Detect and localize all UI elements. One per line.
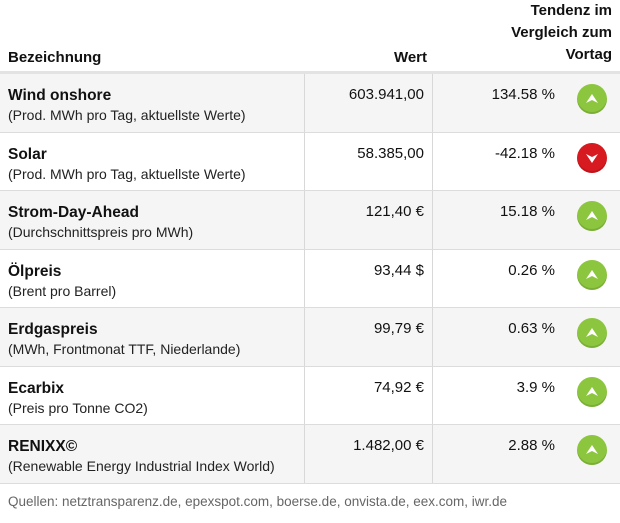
table-header: Bezeichnung Wert Tendenz im Vergleich zu… [0,0,620,74]
row-trend-cell [563,74,620,132]
row-name-cell: Strom-Day-Ahead (Durchschnittspreis pro M… [0,191,305,249]
row-value: 99,79 € [305,308,433,366]
row-value: 121,40 € [305,191,433,249]
arrow-up-icon [577,259,607,290]
row-description: (Renewable Energy Industrial Index World… [8,458,275,474]
arrow-up-icon [577,318,607,348]
row-name-cell: Ecarbix (Preis pro Tonne CO2) [0,366,305,424]
row-value: 74,92 € [305,366,433,424]
row-trend-cell [563,367,620,425]
row-name: RENIXX© [8,438,78,455]
row-name: Ölpreis [8,262,62,280]
row-name: Solar [8,145,47,163]
arrow-up-icon [577,376,607,407]
row-value: 93,44 $ [305,249,433,307]
row-description: (Prod. MWh pro Tag, aktuellste Werte) [8,165,246,182]
row-trend-cell [563,250,620,308]
header-value: Wert [393,49,427,66]
row-name-cell: RENIXX© (Renewable Energy Industrial Inde… [0,425,305,483]
row-name-cell: Ölpreis (Brent pro Barrel) [0,249,305,307]
row-name-cell: Solar (Prod. MWh pro Tag, aktuellste Wert… [0,132,305,190]
table-row: Ecarbix (Preis pro Tonne CO2) 74,92 € 3.9 % [0,366,620,425]
row-name: Ecarbix [8,379,65,397]
row-trend-cell [563,308,620,366]
arrow-up-icon [577,201,607,231]
row-value: 603.941,00 [305,74,433,132]
table-row: Strom-Day-Ahead (Durchschnittspreis pro M… [0,191,620,250]
row-value: 58.385,00 [305,132,433,190]
row-change-percent: 2.88 % [508,437,555,454]
row-change-percent: 3.9 % [516,378,555,396]
row-name: Erdgaspreis [8,321,98,338]
row-change-percent: 134.58 % [491,86,555,103]
row-value: 1.482,00 € [305,425,433,483]
table-row: Wind onshore (Prod. MWh pro Tag, aktuells… [0,74,620,133]
sources-footer: Quellen: netztransparenz.de, epexspot.co… [8,493,508,509]
arrow-up-icon [577,84,607,114]
row-change-percent: -42.18 % [494,144,555,162]
table-row: Ölpreis (Brent pro Barrel) 93,44 $ 0.26 % [0,249,620,308]
row-name: Strom-Day-Ahead [8,204,139,221]
row-change-percent: 15.18 % [499,203,555,220]
header-name: Bezeichnung [8,49,102,66]
table-row: Solar (Prod. MWh pro Tag, aktuellste Wert… [0,132,620,191]
header-trend: Tendenz im Vergleich zum Vortag [511,2,612,63]
row-trend-cell [563,133,620,191]
table-row: RENIXX© (Renewable Energy Industrial Inde… [0,425,620,484]
row-name-cell: Erdgaspreis (MWh, Frontmonat TTF, Niederl… [0,308,305,366]
row-description: (Durchschnittspreis pro MWh) [8,224,194,240]
table-row: Erdgaspreis (MWh, Frontmonat TTF, Niederl… [0,308,620,367]
arrow-up-icon [577,435,607,465]
row-description: (Preis pro Tonne CO2) [8,399,148,416]
row-trend-cell [563,425,620,483]
table-body: Wind onshore (Prod. MWh pro Tag, aktuells… [0,74,620,484]
row-name: Wind onshore [8,87,112,104]
arrow-down-icon [577,142,607,173]
row-change-percent: 0.26 % [508,261,555,279]
energy-price-table: Bezeichnung Wert Tendenz im Vergleich zu… [0,0,620,484]
row-description: (Brent pro Barrel) [8,282,117,299]
row-name-cell: Wind onshore (Prod. MWh pro Tag, aktuells… [0,74,305,132]
row-description: (MWh, Frontmonat TTF, Niederlande) [8,341,241,357]
row-change-percent: 0.63 % [508,320,555,337]
row-description: (Prod. MWh pro Tag, aktuellste Werte) [8,107,246,123]
row-trend-cell [563,191,620,249]
